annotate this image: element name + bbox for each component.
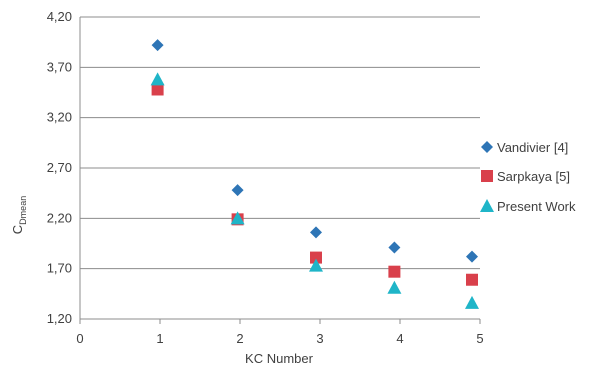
y-axis-title-main: C (10, 225, 25, 234)
x-axis-title: KC Number (245, 351, 314, 366)
data-point-diamond (388, 241, 401, 254)
data-point-diamond (466, 250, 478, 263)
x-tick-labels: 0 1 2 3 4 5 (76, 331, 483, 346)
legend-label-vandivier: Vandivier [4] (497, 140, 568, 155)
data-point-triangle (387, 280, 402, 294)
legend-item-present-work: Present Work (480, 199, 576, 214)
x-tick-label: 4 (396, 331, 403, 346)
legend: Vandivier [4] Sarpkaya [5] Present Work (480, 140, 576, 214)
legend-square-icon (481, 170, 493, 182)
data-point-triangle (230, 211, 245, 225)
data-point-square (151, 83, 164, 96)
legend-diamond-marker (481, 141, 493, 153)
x-tick-label: 5 (476, 331, 483, 346)
x-tick-label: 0 (76, 331, 83, 346)
legend-diamond-icon (481, 141, 493, 153)
gridlines (80, 16, 480, 270)
x-tick-label: 3 (316, 331, 323, 346)
x-tick-label: 2 (236, 331, 243, 346)
y-tick-label: 4,20 (47, 9, 72, 24)
y-tick-label: 1,20 (47, 311, 72, 326)
data-point-diamond (231, 184, 244, 197)
y-axis-title-subscript: Dmean (18, 196, 28, 225)
y-tick-label: 1,70 (47, 261, 72, 276)
data-point-diamond (151, 39, 164, 52)
y-tick-label: 3,20 (47, 110, 72, 125)
x-tick-label: 1 (156, 331, 163, 346)
legend-item-sarpkaya: Sarpkaya [5] (481, 169, 570, 184)
axes (79, 17, 481, 324)
data-points (150, 39, 479, 309)
data-point-square (310, 251, 322, 264)
legend-square-marker (481, 170, 493, 182)
y-tick-labels: 1,20 1,70 2,20 2,70 3,20 3,70 4,20 (47, 9, 72, 326)
legend-item-vandivier: Vandivier [4] (481, 140, 568, 155)
legend-label-present-work: Present Work (497, 199, 576, 214)
y-tick-label: 2,70 (47, 160, 72, 175)
data-point-square (466, 273, 478, 286)
data-point-square (388, 265, 401, 278)
data-point-triangle (309, 258, 323, 272)
y-axis-title-group: CDmean (10, 196, 28, 234)
y-tick-label: 2,20 (47, 210, 72, 225)
y-axis-title: CDmean (10, 196, 28, 234)
data-point-triangle (465, 295, 479, 309)
data-point-triangle (150, 72, 165, 86)
data-point-diamond (310, 226, 322, 239)
legend-triangle-marker (480, 199, 494, 212)
legend-triangle-icon (480, 199, 494, 212)
legend-label-sarpkaya: Sarpkaya [5] (497, 169, 570, 184)
y-tick-label: 3,70 (47, 59, 72, 74)
